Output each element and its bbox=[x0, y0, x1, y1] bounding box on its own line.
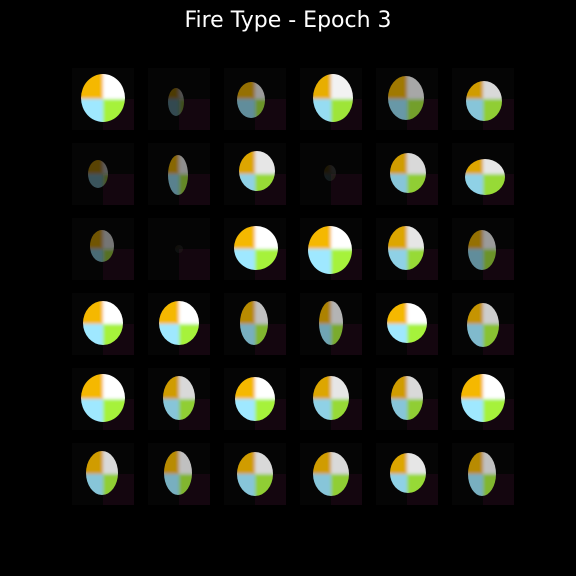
generated-sample-35 bbox=[376, 443, 438, 505]
generated-sample-29 bbox=[376, 368, 438, 430]
sample-image bbox=[224, 443, 286, 505]
generated-sample-19 bbox=[72, 293, 134, 355]
sample-image bbox=[376, 68, 438, 130]
sample-image bbox=[72, 443, 134, 505]
sample-image bbox=[452, 443, 514, 505]
sample-image bbox=[452, 218, 514, 280]
generated-sample-17 bbox=[376, 218, 438, 280]
sample-image bbox=[148, 218, 210, 280]
sample-image bbox=[72, 293, 134, 355]
sample-image bbox=[224, 368, 286, 430]
sample-image bbox=[452, 368, 514, 430]
sample-image bbox=[452, 143, 514, 205]
generated-sample-21 bbox=[224, 293, 286, 355]
generated-sample-33 bbox=[224, 443, 286, 505]
generated-sample-23 bbox=[376, 293, 438, 355]
generated-sample-30 bbox=[452, 368, 514, 430]
generated-sample-4 bbox=[300, 68, 362, 130]
sample-image bbox=[72, 368, 134, 430]
sample-image bbox=[148, 68, 210, 130]
sample-image bbox=[224, 68, 286, 130]
sample-image bbox=[72, 68, 134, 130]
sample-image bbox=[72, 143, 134, 205]
generated-sample-26 bbox=[148, 368, 210, 430]
generated-sample-32 bbox=[148, 443, 210, 505]
sample-image bbox=[300, 68, 362, 130]
sample-image bbox=[300, 143, 362, 205]
generated-sample-27 bbox=[224, 368, 286, 430]
sample-image bbox=[224, 293, 286, 355]
sample-image bbox=[300, 218, 362, 280]
sample-image bbox=[224, 218, 286, 280]
generated-sample-16 bbox=[300, 218, 362, 280]
sample-image bbox=[300, 443, 362, 505]
generated-sample-15 bbox=[224, 218, 286, 280]
generated-sample-36 bbox=[452, 443, 514, 505]
generated-sample-13 bbox=[72, 218, 134, 280]
generated-sample-8 bbox=[148, 143, 210, 205]
sample-image bbox=[376, 443, 438, 505]
sample-image bbox=[148, 368, 210, 430]
generated-sample-14 bbox=[148, 218, 210, 280]
sample-image bbox=[452, 293, 514, 355]
generated-sample-5 bbox=[376, 68, 438, 130]
generated-sample-25 bbox=[72, 368, 134, 430]
generated-sample-1 bbox=[72, 68, 134, 130]
generated-sample-31 bbox=[72, 443, 134, 505]
generated-sample-22 bbox=[300, 293, 362, 355]
sample-image bbox=[376, 293, 438, 355]
generated-sample-18 bbox=[452, 218, 514, 280]
generated-sample-11 bbox=[376, 143, 438, 205]
sample-image bbox=[376, 218, 438, 280]
generated-sample-7 bbox=[72, 143, 134, 205]
sample-image bbox=[148, 293, 210, 355]
generated-sample-20 bbox=[148, 293, 210, 355]
generated-sample-2 bbox=[148, 68, 210, 130]
sample-image bbox=[224, 143, 286, 205]
sample-image bbox=[300, 368, 362, 430]
generated-sample-3 bbox=[224, 68, 286, 130]
generated-sample-6 bbox=[452, 68, 514, 130]
sample-image bbox=[376, 368, 438, 430]
sample-image bbox=[452, 68, 514, 130]
generated-sample-10 bbox=[300, 143, 362, 205]
sample-image bbox=[300, 293, 362, 355]
generated-sample-24 bbox=[452, 293, 514, 355]
sample-image bbox=[376, 143, 438, 205]
generated-sample-9 bbox=[224, 143, 286, 205]
generated-sample-12 bbox=[452, 143, 514, 205]
sample-image bbox=[148, 143, 210, 205]
sample-image bbox=[148, 443, 210, 505]
sample-image bbox=[72, 218, 134, 280]
generated-sample-28 bbox=[300, 368, 362, 430]
generated-sample-34 bbox=[300, 443, 362, 505]
sample-grid bbox=[72, 68, 514, 505]
figure-title: Fire Type - Epoch 3 bbox=[184, 8, 392, 33]
